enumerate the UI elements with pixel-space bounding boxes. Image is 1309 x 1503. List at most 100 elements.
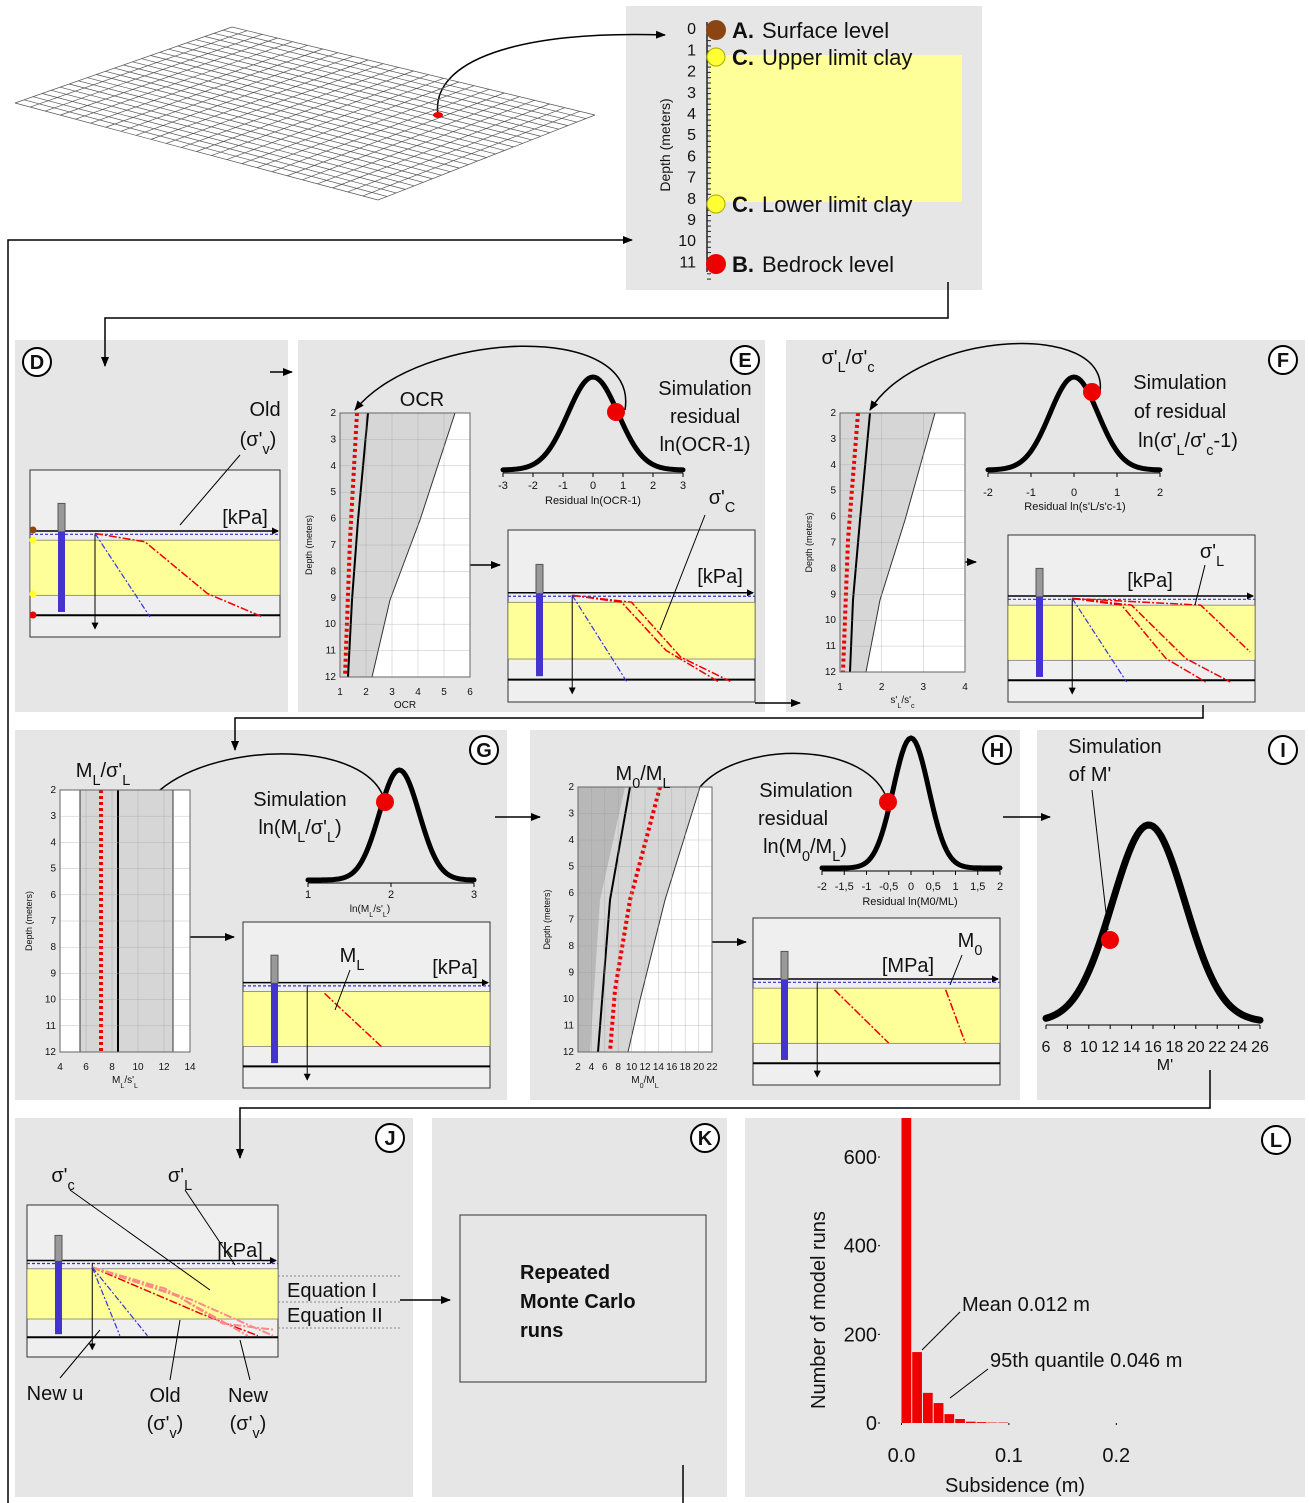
label: Old: [249, 399, 280, 421]
axis-label: Depth (meters): [657, 98, 673, 191]
bar: [912, 1352, 922, 1423]
arrow: [436, 30, 666, 116]
level-marker: [706, 194, 726, 214]
label-part: c: [67, 1178, 74, 1194]
level-marker: [29, 590, 37, 598]
stress-line: [1072, 597, 1231, 683]
x-tick-label: 3: [389, 687, 395, 698]
level-label: A. Surface level: [732, 18, 889, 43]
sample-point: [376, 793, 394, 811]
clay-layer: [1007, 604, 1256, 661]
panel-badge: [375, 1123, 405, 1153]
depth-tick: 8: [687, 191, 696, 208]
leader-line: [949, 1368, 989, 1399]
y-tick-label: 5: [50, 864, 56, 875]
y-axis-label: Number of model runs: [808, 1211, 830, 1409]
label: [kPa]: [217, 1240, 263, 1262]
x-tick-label: 2: [1157, 487, 1163, 499]
panel-letter: I: [1280, 740, 1286, 762]
panel-letter: H: [990, 740, 1004, 762]
label: σ'L: [1200, 541, 1224, 570]
mean-line: [597, 786, 631, 1053]
label: Simulation: [1133, 372, 1226, 394]
y-tick-label: 10: [325, 619, 337, 630]
x-tick-label: -1: [1026, 487, 1036, 499]
plot-title-part: L: [92, 773, 100, 789]
leader-line: [169, 1319, 181, 1381]
depth-tick: 7: [687, 170, 696, 187]
label-part: σ': [709, 487, 725, 509]
x-tick-label: 12: [1101, 1039, 1119, 1056]
label: (σ'v): [147, 1413, 184, 1442]
level-label: C. Lower limit clay: [732, 192, 912, 217]
arrow: [354, 345, 627, 411]
well: [55, 1261, 62, 1335]
arrow: [236, 1070, 1211, 1159]
leader-line: [59, 1329, 101, 1379]
label-part: C: [725, 500, 735, 516]
label: residual: [670, 406, 740, 428]
y-tick-label: 5: [830, 486, 836, 497]
panel-letter: G: [476, 740, 492, 762]
uncertainty-band: [578, 787, 625, 1052]
leader-line: [179, 454, 241, 526]
standpipe: [54, 1234, 63, 1262]
x-axis-label-part: /s': [124, 1075, 134, 1086]
label: [kPa]: [1127, 570, 1173, 592]
x-axis-label: s'L/s'c: [890, 695, 915, 710]
y-tick-label: 2: [568, 782, 574, 793]
x-axis-label-part: L: [369, 910, 373, 919]
y-tick-label: 600: [844, 1147, 877, 1169]
x-tick-label: 10: [1080, 1039, 1098, 1056]
depth-tick: 4: [687, 106, 696, 123]
y-tick-label: 3: [568, 809, 574, 820]
label-part: c: [1206, 443, 1213, 459]
y-tick-label: 2: [830, 408, 836, 419]
arrow: [869, 342, 1101, 411]
label-part: (σ': [240, 429, 263, 451]
label: runs: [520, 1320, 563, 1342]
leader-line: [239, 1339, 251, 1381]
y-tick-label: 6: [568, 888, 574, 899]
x-tick-label: 0.0: [888, 1445, 916, 1467]
x-axis-label-part: /M: [644, 1075, 655, 1086]
clay-layer: [29, 539, 281, 596]
standpipe: [270, 954, 279, 984]
plot-title-part: /σ': [100, 760, 122, 782]
x-axis-label-part: L: [897, 701, 901, 710]
standpipe: [535, 563, 544, 595]
stress-line: [323, 992, 382, 1048]
label-part: -1): [1213, 430, 1237, 452]
x-tick-label: -0,5: [879, 881, 898, 893]
panel-letter: J: [384, 1128, 395, 1150]
x-tick-label: 20: [1187, 1039, 1205, 1056]
label-part: ): [335, 817, 342, 839]
label: Repeated: [520, 1262, 610, 1284]
panel-letter: F: [1277, 350, 1289, 372]
y-axis-label: Depth (meters): [304, 515, 314, 575]
label-part: /σ': [305, 817, 327, 839]
label: ML: [340, 945, 365, 974]
y-tick-label: 9: [50, 968, 56, 979]
panel-l: [745, 1118, 1305, 1497]
x-axis-label: Residual ln(M0/ML): [862, 896, 957, 908]
label-part: /M: [810, 836, 832, 858]
x-tick-label: -1: [558, 480, 568, 492]
level-label: B. Bedrock level: [732, 252, 894, 277]
plot-frame: [577, 786, 713, 1053]
x-tick-label: 3: [921, 682, 927, 693]
x-tick-label: 20: [693, 1062, 705, 1073]
label: of residual: [1134, 401, 1226, 423]
grid-line: [231, 26, 596, 116]
leader-line: [1091, 789, 1109, 931]
label-part: L: [184, 1178, 192, 1194]
y-tick-label: 4: [830, 460, 836, 471]
x-tick-label: 26: [1251, 1039, 1269, 1056]
x-tick-label: -2: [983, 487, 993, 499]
x-axis-label: ln(ML/s'L): [350, 904, 390, 919]
x-tick-label: 8: [615, 1062, 621, 1073]
y-tick-label: 3: [330, 434, 336, 445]
label: ln(M0/ML): [763, 836, 847, 865]
label: [kPa]: [697, 566, 743, 588]
sample-point: [1101, 931, 1119, 949]
